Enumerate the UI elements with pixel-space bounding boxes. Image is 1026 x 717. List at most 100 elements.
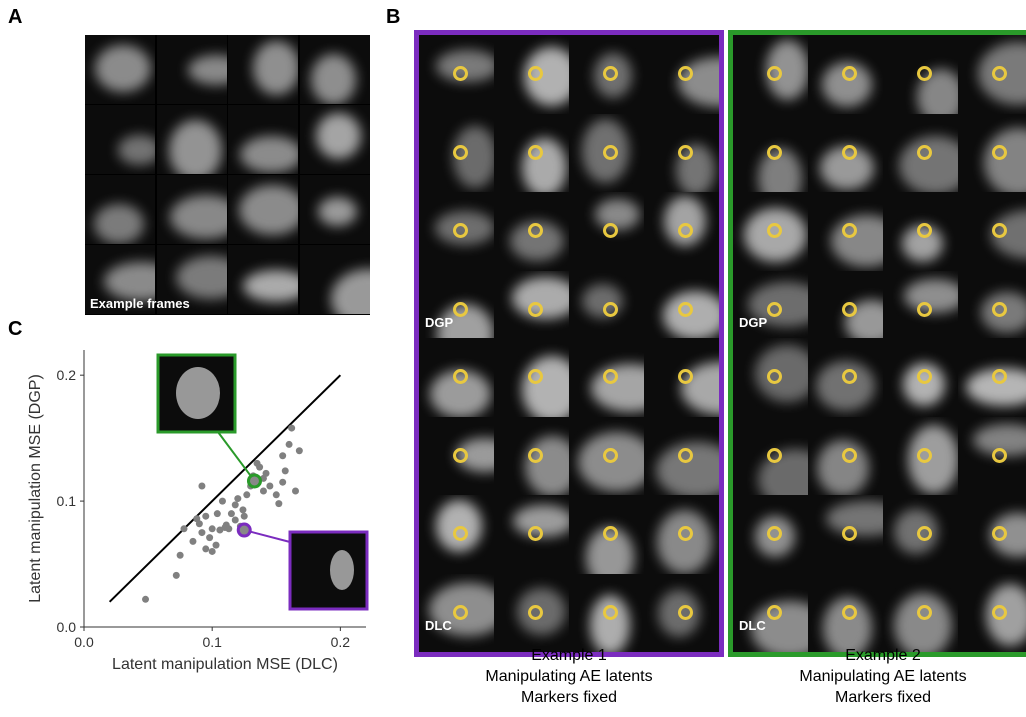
point [260, 488, 267, 495]
marker [992, 448, 1007, 463]
image-blob [590, 595, 630, 652]
image-frame [808, 574, 883, 653]
example-box: DGPDLC [728, 30, 1026, 657]
y-axis-label: Latent manipulation MSE (DGP) [27, 374, 44, 603]
image-blob [678, 57, 719, 106]
point [173, 572, 180, 579]
image-frame [419, 574, 494, 653]
image-blob [95, 45, 151, 92]
marker [842, 448, 857, 463]
image-blob [595, 199, 640, 230]
point [209, 548, 216, 555]
panel-label: A [8, 6, 22, 29]
marker [992, 145, 1007, 160]
marker [603, 223, 618, 238]
image-frame [808, 114, 883, 193]
panel-label: B [386, 6, 400, 29]
point [232, 501, 239, 508]
y-tick-label: 0.1 [57, 493, 77, 509]
point [206, 534, 213, 541]
point [286, 441, 293, 448]
y-tick-label: 0.0 [57, 619, 77, 635]
image-frame [157, 35, 227, 104]
marker [678, 448, 693, 463]
marker [678, 302, 693, 317]
example-caption: Example 1 [419, 645, 719, 666]
image-frame [494, 192, 569, 271]
point [225, 525, 232, 532]
marker [917, 448, 932, 463]
marker [678, 605, 693, 620]
image-frame [733, 192, 808, 271]
point [279, 479, 286, 486]
image-frame [958, 35, 1026, 114]
method-label: DLC [425, 618, 452, 633]
image-frame [419, 338, 494, 417]
inset-image [290, 532, 367, 609]
point [239, 506, 246, 513]
marker [678, 145, 693, 160]
x-tick-label: 0.0 [74, 634, 94, 650]
point [209, 525, 216, 532]
point [202, 545, 209, 552]
image-frame [419, 417, 494, 496]
marker [992, 605, 1007, 620]
marker [603, 145, 618, 160]
point [243, 491, 250, 498]
image-frame [228, 105, 298, 174]
point [266, 482, 273, 489]
image-frame [85, 175, 155, 244]
image-frame [883, 574, 958, 653]
point [241, 513, 248, 520]
highlight-point [238, 524, 250, 536]
image-frame [569, 35, 644, 114]
point [232, 516, 239, 523]
image-frame [494, 574, 569, 653]
marker [453, 448, 468, 463]
marker [453, 302, 468, 317]
image-frame [569, 192, 644, 271]
marker [767, 302, 782, 317]
point [196, 520, 203, 527]
image-frame [85, 105, 155, 174]
image-frame [300, 35, 370, 104]
image-frame [569, 574, 644, 653]
image-frame [883, 114, 958, 193]
image-frame [883, 192, 958, 271]
image-frame [569, 114, 644, 193]
point [279, 452, 286, 459]
image-frame [958, 495, 1026, 574]
image-blob [894, 593, 952, 652]
image-frame [494, 114, 569, 193]
frame-caption: Example frames [90, 296, 190, 311]
image-frame [644, 114, 719, 193]
image-blob [908, 425, 958, 494]
image-blob [188, 55, 226, 85]
image-blob [984, 128, 1026, 192]
point [189, 538, 196, 545]
image-frame [883, 35, 958, 114]
marker [528, 448, 543, 463]
point [198, 529, 205, 536]
point [142, 596, 149, 603]
marker [917, 605, 932, 620]
point [202, 513, 209, 520]
inset-blob [176, 367, 220, 419]
image-blob [899, 136, 958, 192]
image-frame [157, 105, 227, 174]
image-blob [94, 204, 144, 244]
image-blob [758, 449, 808, 495]
image-blob [240, 136, 298, 173]
point [256, 464, 263, 471]
image-blob [657, 510, 712, 574]
example-caption: Markers fixed [733, 687, 1026, 708]
example-caption: Markers fixed [419, 687, 719, 708]
x-tick-label: 0.1 [202, 634, 222, 650]
method-label: DLC [739, 618, 766, 633]
image-frame [733, 417, 808, 496]
marker [842, 605, 857, 620]
image-blob [318, 197, 357, 226]
figure: A B C Example frames 0.00.10.20.00.10.2L… [0, 0, 1026, 717]
image-blob [176, 256, 227, 299]
image-frame [228, 175, 298, 244]
